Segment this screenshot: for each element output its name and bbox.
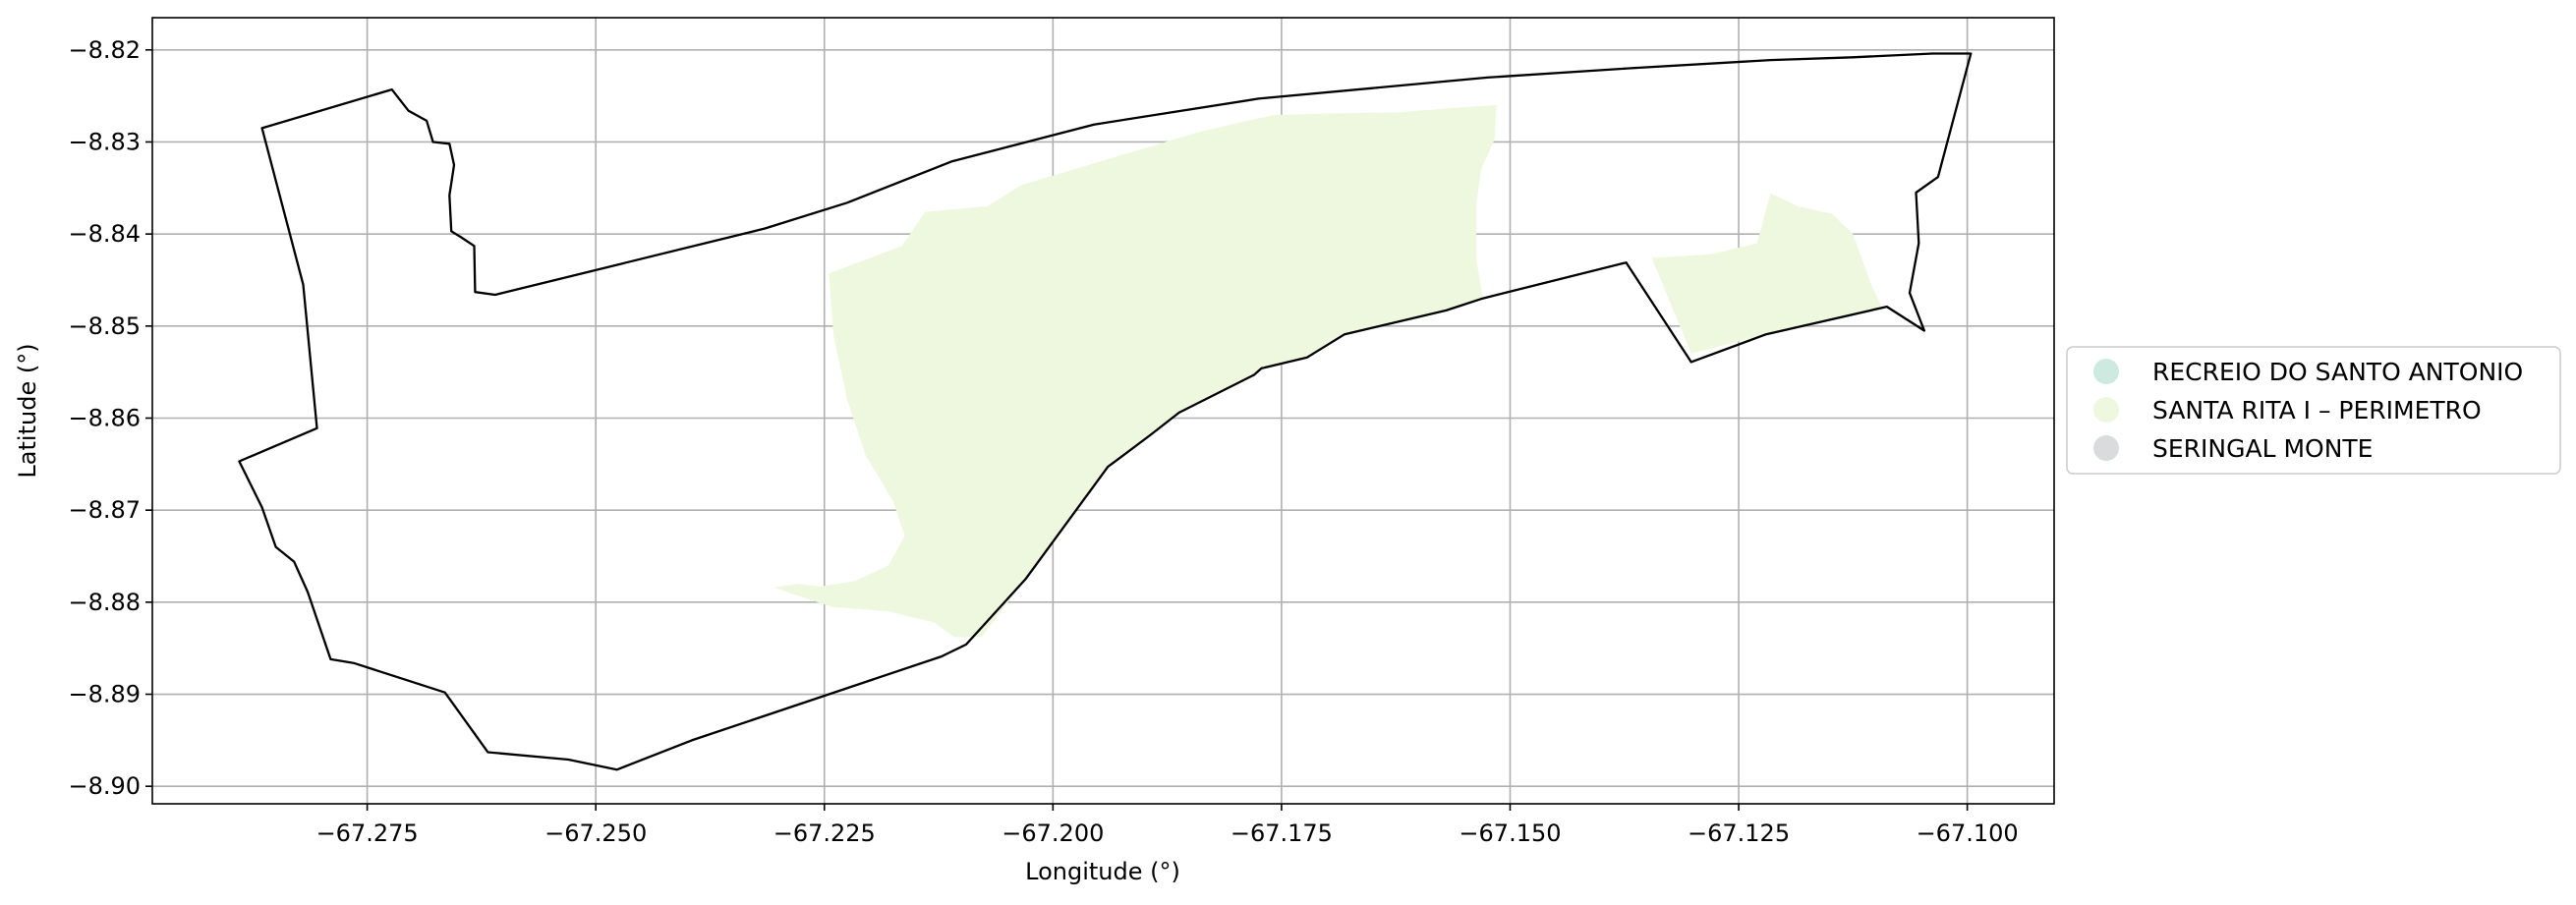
- y-tick-label: −8.88: [68, 589, 141, 616]
- land-areas: [773, 105, 1883, 638]
- legend-frame: [2066, 346, 2561, 475]
- x-tick-label: −67.175: [1231, 820, 1333, 847]
- x-tick-label: −67.200: [1002, 820, 1104, 847]
- legend-entry-seringal: SERINGAL MONTE: [2093, 434, 2373, 463]
- x-tick-label: −67.275: [316, 820, 419, 847]
- y-tick-label: −8.89: [68, 681, 141, 708]
- x-axis-label: Longitude (°): [1025, 858, 1180, 885]
- y-tick-label: −8.83: [68, 128, 141, 155]
- y-ticks: −8.82 −8.83 −8.84 −8.85 −8.86 −8.87 −8.88 −8.89…: [68, 36, 152, 800]
- y-tick-label: −8.85: [68, 312, 141, 340]
- axes-frame: [151, 17, 2055, 805]
- property-boundary: [238, 52, 1973, 771]
- legend-label-seringal: SERINGAL MONTE: [2152, 434, 2373, 463]
- legend-entry-santa-rita: SANTA RITA I – PERIMETRO: [2093, 396, 2482, 424]
- x-tick-label: −67.150: [1459, 820, 1561, 847]
- x-tick-label: −67.250: [544, 820, 647, 847]
- y-tick-label: −8.86: [68, 404, 141, 431]
- x-tick-label: −67.225: [773, 820, 876, 847]
- santa-rita-area-east: [1651, 193, 1883, 354]
- legend-label-santa-rita: SANTA RITA I – PERIMETRO: [2152, 396, 2482, 424]
- plot-area: −67.275 −67.250 −67.225 −67.200 −67.175 −67.1…: [68, 17, 2055, 847]
- x-tick-label: −67.125: [1688, 820, 1790, 847]
- legend-marker-santa-rita: [2093, 397, 2119, 423]
- y-tick-label: −8.87: [68, 496, 141, 524]
- legend-marker-recreio: [2093, 359, 2119, 384]
- legend-label-recreio: RECREIO DO SANTO ANTONIO: [2152, 358, 2523, 386]
- y-axis-label: Latitude (°): [14, 343, 41, 478]
- legend-marker-seringal: [2093, 435, 2119, 461]
- y-tick-label: −8.84: [68, 220, 141, 248]
- x-tick-label: −67.100: [1917, 820, 2019, 847]
- santa-rita-area: [773, 105, 1497, 638]
- legend-entry-recreio: RECREIO DO SANTO ANTONIO: [2093, 358, 2523, 386]
- y-tick-label: −8.82: [68, 36, 141, 64]
- y-tick-label: −8.90: [68, 772, 141, 800]
- legend: RECREIO DO SANTO ANTONIO SANTA RITA I – …: [2066, 346, 2561, 475]
- x-ticks: −67.275 −67.250 −67.225 −67.200 −67.175 −67.1…: [316, 804, 2019, 847]
